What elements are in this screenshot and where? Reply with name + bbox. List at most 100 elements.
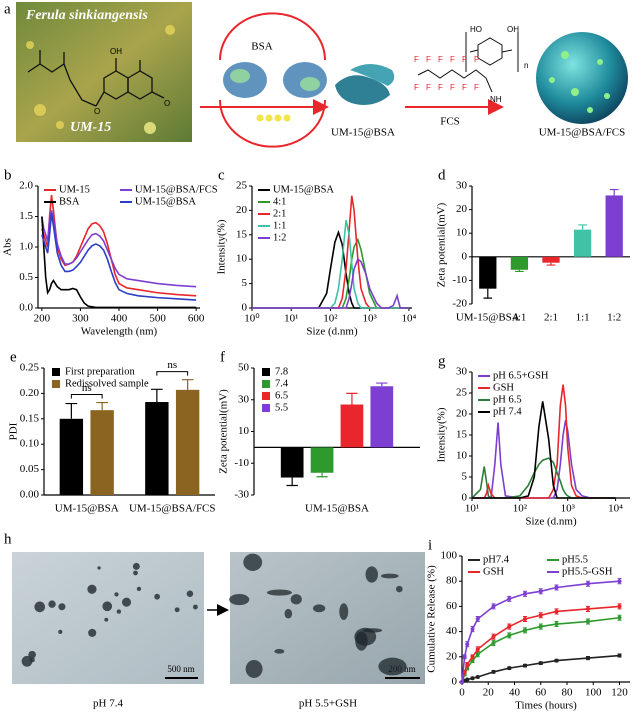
- aggregate: [339, 603, 349, 620]
- chem-label: n: [524, 61, 528, 70]
- point: [475, 674, 480, 679]
- y-tick-label: 20: [236, 204, 248, 216]
- legend-label: UM-15@BSA: [135, 196, 196, 207]
- aggregate: [312, 604, 326, 613]
- x-tick-label: 120: [611, 687, 628, 699]
- point: [523, 628, 527, 633]
- point: [465, 662, 470, 667]
- x-tick-label: UM-15@BSA/FCS: [129, 503, 216, 515]
- point: [507, 596, 512, 601]
- protein-label: BSA: [251, 41, 272, 53]
- y-tick-label: 0.05: [20, 463, 40, 475]
- x-axis-title: Size (d.nm): [306, 326, 358, 338]
- y-tick-label: 10: [238, 425, 250, 437]
- y-tick-label: 10: [456, 227, 468, 239]
- legend-label: UM-15@BSA: [273, 184, 334, 195]
- legend-label: 5.5: [275, 402, 288, 413]
- chem-label: HO: [470, 25, 482, 34]
- particle: [154, 593, 161, 600]
- point: [538, 624, 543, 629]
- series-line: [41, 213, 197, 301]
- series-line: [472, 401, 616, 499]
- legend-label: pH5.5: [562, 554, 588, 565]
- aggregate: [243, 553, 263, 571]
- point: [507, 666, 512, 671]
- error-bar: [609, 188, 619, 196]
- micrographs: h 500 nm 200 nm pH 7.4 pH 5.5+GSH: [4, 531, 425, 710]
- panel-label: b: [4, 167, 12, 183]
- bar: [605, 195, 623, 257]
- y-tick-label: 1.5: [19, 210, 33, 222]
- point: [491, 669, 496, 674]
- bar: [542, 256, 560, 263]
- bar: [370, 386, 394, 448]
- legend-label: 7.4: [275, 378, 289, 389]
- bar: [510, 256, 529, 270]
- x-tick-label: 4:1: [512, 312, 526, 324]
- legend-label: UM-15: [59, 184, 90, 195]
- flower-dots: [26, 25, 175, 134]
- y-tick-label: 30: [238, 393, 250, 405]
- point: [586, 619, 590, 624]
- aggregate: [284, 608, 293, 619]
- point: [507, 624, 512, 629]
- y-axis-title: Zeta potential(mV): [436, 202, 448, 287]
- particle: [136, 586, 142, 592]
- y-axis-title: Cumulative Release (%): [426, 565, 438, 673]
- chem-label: F: [426, 55, 431, 64]
- legend-label: 7.8: [275, 366, 288, 377]
- panel-label: a: [4, 1, 11, 17]
- particle: [104, 617, 109, 622]
- legend-swatch: [52, 380, 60, 388]
- chem-label: F: [414, 55, 419, 64]
- legend-label: pH7.4: [483, 554, 510, 565]
- y-tick-label: 0: [242, 302, 248, 314]
- error-bar: [546, 262, 556, 266]
- point: [460, 680, 464, 684]
- particle: [88, 628, 97, 637]
- point: [538, 661, 543, 666]
- aggregate: [354, 627, 377, 646]
- point: [523, 617, 527, 621]
- y-tick-label: 0.15: [20, 412, 40, 424]
- series-line: [472, 384, 616, 499]
- error-bar: [515, 269, 524, 273]
- series-line: [461, 654, 620, 683]
- y-tick-label: 5: [242, 277, 248, 289]
- y-tick-label: 2.0: [19, 180, 33, 192]
- y-tick-label: -20: [452, 298, 467, 310]
- y-tick-label: 50: [238, 362, 250, 374]
- x-tick-label: 600: [188, 313, 205, 325]
- error-bar: [578, 224, 587, 230]
- point: [554, 585, 559, 590]
- x-tick-label: UM-15@BSA: [456, 312, 520, 324]
- x-tick-label: 80: [562, 687, 574, 699]
- cycle-arrow: [219, 99, 326, 148]
- point: [523, 663, 527, 668]
- legend-swatch: [262, 404, 270, 412]
- aggregate: [266, 589, 292, 596]
- particle: [58, 603, 66, 611]
- chem-label: O: [94, 107, 100, 116]
- y-tick-label: 40: [446, 625, 458, 637]
- aggregate: [365, 566, 378, 583]
- y-tick-label: 30: [456, 366, 468, 378]
- point: [554, 658, 559, 663]
- bar: [59, 418, 84, 495]
- particle: [28, 650, 36, 659]
- x-tick-label: 20: [483, 687, 495, 699]
- particle: [133, 570, 138, 576]
- particle: [174, 607, 180, 613]
- x-tick-label: 500: [149, 313, 166, 325]
- y-tick-label: 0.00: [20, 489, 40, 501]
- x-tick-label: 60: [535, 687, 547, 699]
- point: [475, 617, 480, 621]
- polymer: [417, 32, 519, 93]
- particle: [87, 584, 97, 594]
- point: [586, 581, 590, 586]
- y-tick-label: 0.10: [20, 438, 40, 450]
- y-tick-label: 80: [446, 575, 458, 587]
- x-tick-label: 10²: [513, 503, 528, 515]
- y-tick-label: 0: [452, 676, 458, 688]
- chem-label: O: [164, 99, 170, 108]
